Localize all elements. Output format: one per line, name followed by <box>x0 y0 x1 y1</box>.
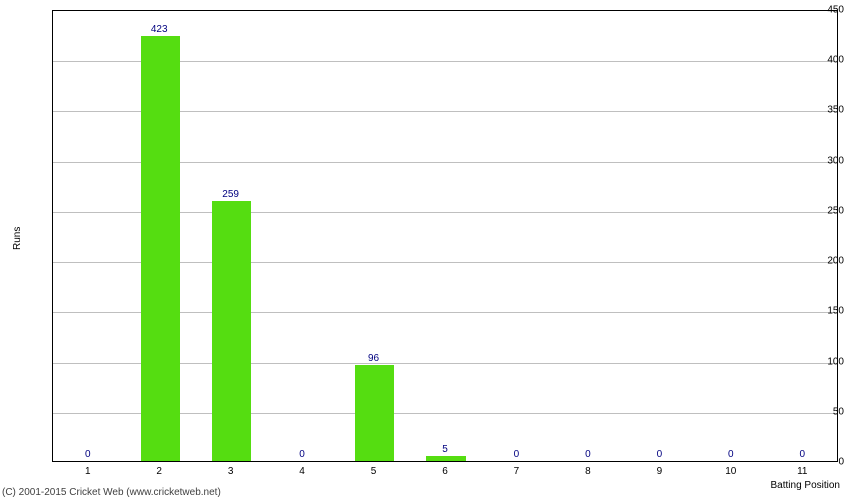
x-axis-label: Batting Position <box>771 480 841 491</box>
x-tick-label: 3 <box>228 466 234 477</box>
y-tick-label: 300 <box>794 155 844 166</box>
bar-value-label: 0 <box>799 449 805 460</box>
bar-value-label: 0 <box>728 449 734 460</box>
copyright-text: (C) 2001-2015 Cricket Web (www.cricketwe… <box>2 487 221 498</box>
bar-value-label: 5 <box>442 444 448 455</box>
x-tick-label: 2 <box>156 466 162 477</box>
x-tick-label: 7 <box>514 466 520 477</box>
y-tick-label: 50 <box>794 406 844 417</box>
x-tick-label: 1 <box>85 466 91 477</box>
bar-value-label: 96 <box>368 353 379 364</box>
x-tick-label: 6 <box>442 466 448 477</box>
y-tick-label: 200 <box>794 256 844 267</box>
x-tick-label: 11 <box>797 466 807 477</box>
bar-value-label: 423 <box>151 24 168 35</box>
x-tick-label: 5 <box>371 466 377 477</box>
bar <box>355 365 394 461</box>
bar <box>141 36 180 461</box>
bar-value-label: 0 <box>85 449 91 460</box>
bar-value-label: 259 <box>222 189 239 200</box>
chart-container: 050100150200250300350400450 123456789101… <box>0 0 850 500</box>
y-tick-label: 400 <box>794 55 844 66</box>
y-tick-label: 250 <box>794 205 844 216</box>
y-tick-label: 450 <box>794 5 844 16</box>
y-axis-label: Runs <box>12 227 23 250</box>
x-tick-label: 9 <box>657 466 663 477</box>
x-tick-label: 8 <box>585 466 591 477</box>
bar-value-label: 0 <box>657 449 663 460</box>
bar-value-label: 0 <box>585 449 591 460</box>
bar <box>426 456 465 461</box>
x-tick-label: 10 <box>725 466 736 477</box>
bar-value-label: 0 <box>299 449 305 460</box>
x-tick-label: 4 <box>299 466 305 477</box>
plot-area <box>52 10 838 462</box>
bar-value-label: 0 <box>514 449 520 460</box>
bar <box>212 201 251 461</box>
y-tick-label: 350 <box>794 105 844 116</box>
y-tick-label: 100 <box>794 356 844 367</box>
y-tick-label: 150 <box>794 306 844 317</box>
